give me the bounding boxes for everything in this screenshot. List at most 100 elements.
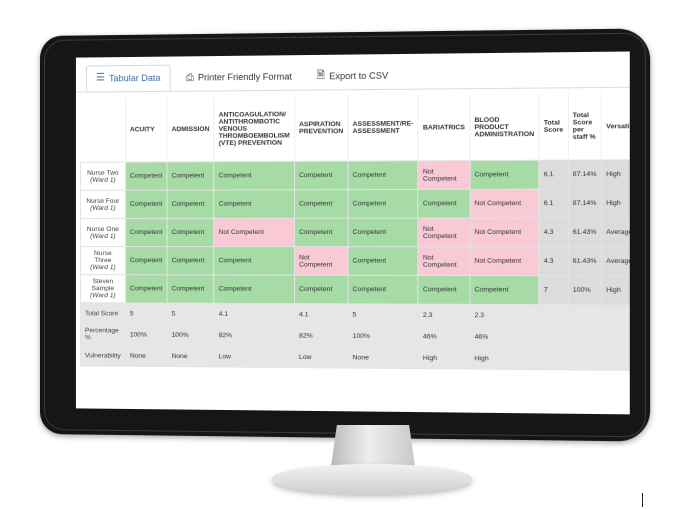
footer-cell: High: [418, 347, 469, 369]
tab-export-csv[interactable]: 🗎 Export to CSV: [307, 62, 397, 89]
footer-cell: 4.1: [214, 303, 294, 325]
column-header: ADMISSION: [167, 97, 214, 162]
file-icon: 🗎: [317, 68, 325, 85]
competency-cell: Competent: [470, 276, 539, 305]
empty-cell: [568, 348, 601, 370]
footer-cell: 4.1: [294, 304, 347, 326]
competency-cell: Competent: [214, 247, 294, 276]
competency-cell: Competent: [348, 275, 418, 304]
text-cursor: [642, 493, 643, 507]
table-row: Nurse One (Ward 1) Competent Competent Not C…: [80, 218, 629, 247]
summary-cell: High: [601, 189, 629, 218]
competency-cell: Competent: [125, 162, 167, 190]
competency-cell: Competent: [214, 161, 294, 190]
staff-ward: (Ward 1): [90, 264, 116, 271]
competency-cell: Competent: [348, 247, 418, 276]
competency-cell: Competent: [167, 218, 214, 246]
competency-cell: Competent: [348, 161, 418, 190]
list-icon: ☰: [96, 72, 105, 83]
summary-cell: Average: [601, 218, 629, 247]
staff-ward: (Ward 1): [90, 204, 116, 211]
footer-cell: 100%: [167, 324, 214, 345]
competency-cell: Not Competent: [470, 247, 539, 276]
summary-cell: 87.14%: [568, 160, 601, 189]
staff-name: Steven Sample: [85, 278, 121, 292]
summary-cell: Average: [601, 247, 629, 276]
column-header: ACUITY: [125, 97, 167, 162]
competency-cell: Competent: [167, 247, 214, 275]
footer-cell: 46%: [470, 326, 539, 348]
empty-cell: [601, 348, 629, 370]
monitor-stand-base: [272, 464, 472, 494]
footer-label: Total Score: [80, 303, 125, 324]
footer-cell: 100%: [125, 324, 167, 345]
staff-name-cell: Nurse Three (Ward 1): [80, 247, 125, 275]
staff-ward: (Ward 1): [90, 232, 116, 239]
empty-cell: [539, 326, 568, 348]
footer-cell: None: [125, 345, 167, 366]
competency-cell: Competent: [418, 275, 469, 304]
column-header: BARIATRICS: [418, 94, 469, 160]
column-header: ASSESSMENT/RE-ASSESSMENT: [348, 95, 418, 161]
corner-header: [80, 97, 125, 162]
footer-cell: None: [348, 347, 418, 369]
competency-cell: Not Competent: [418, 247, 469, 276]
competency-cell: Competent: [294, 218, 347, 247]
footer-cell: 5: [125, 303, 167, 324]
competency-table: ACUITY ADMISSION ANTICOAGULATION/ ANTITH…: [80, 93, 630, 371]
competency-cell: Competent: [167, 190, 214, 218]
competency-cell: Competent: [167, 275, 214, 303]
staff-name-cell: Nurse Two (Ward 1): [80, 162, 125, 190]
footer-label: Percentage %: [80, 324, 125, 345]
empty-cell: [539, 305, 568, 327]
footer-cell: 100%: [348, 325, 418, 347]
printer-icon: ⎙: [186, 72, 194, 83]
summary-cell: High: [601, 276, 629, 305]
column-header: Versatility: [601, 93, 629, 160]
footer-cell: 82%: [214, 324, 294, 346]
footer-cell: 5: [348, 304, 418, 326]
empty-cell: [568, 326, 601, 348]
table-row: Nurse Two (Ward 1) Competent Competent Compe…: [80, 160, 629, 191]
competency-cell: Competent: [125, 190, 167, 218]
competency-cell: Competent: [214, 275, 294, 304]
competency-cell: Competent: [348, 189, 418, 218]
empty-cell: [601, 305, 629, 327]
competency-cell: Not Competent: [418, 218, 469, 247]
empty-cell: [539, 348, 568, 370]
competency-cell: Competent: [418, 189, 469, 218]
empty-cell: [568, 305, 601, 327]
footer-cell: 2.3: [418, 304, 469, 326]
summary-cell: 4.3: [539, 247, 568, 276]
staff-ward: (Ward 1): [90, 176, 116, 183]
summary-cell: 6.1: [539, 160, 568, 189]
tab-tabular-data[interactable]: ☰ Tabular Data: [86, 65, 171, 92]
competency-cell: Not Competent: [418, 161, 469, 190]
staff-name-cell: Steven Sample (Ward 1): [80, 275, 125, 303]
competency-cell: Competent: [167, 162, 214, 190]
table-body: Nurse Two (Ward 1) Competent Competent Compe…: [80, 160, 629, 371]
footer-cell: Low: [214, 346, 294, 368]
competency-cell: Not Competent: [214, 218, 294, 246]
footer-label: Vulnerability: [80, 345, 125, 366]
summary-cell: 61.43%: [568, 218, 601, 247]
footer-cell: 82%: [294, 325, 347, 347]
summary-cell: 6.1: [539, 189, 568, 218]
competency-cell: Competent: [125, 218, 167, 246]
header-row: ACUITY ADMISSION ANTICOAGULATION/ ANTITH…: [80, 93, 629, 162]
column-header: ASPIRATION PREVENTION: [294, 95, 347, 161]
tab-label: Export to CSV: [329, 70, 388, 81]
competency-cell: Competent: [125, 247, 167, 275]
tab-bar: ☰ Tabular Data ⎙ Printer Friendly Format…: [86, 62, 398, 91]
summary-cell: 4.3: [539, 218, 568, 247]
staff-name: Nurse One: [85, 225, 121, 232]
summary-cell: 61.43%: [568, 247, 601, 276]
competency-cell: Not Competent: [470, 218, 539, 247]
summary-cell: High: [601, 160, 629, 189]
staff-ward: (Ward 1): [90, 292, 116, 299]
footer-cell: 2.3: [470, 304, 539, 326]
table-row: Nurse Three (Ward 1) Competent Competent Com…: [80, 247, 629, 276]
screen: ☰ Tabular Data ⎙ Printer Friendly Format…: [76, 51, 630, 414]
staff-name: Nurse Three: [85, 250, 121, 264]
tab-printer-friendly[interactable]: ⎙ Printer Friendly Format: [177, 63, 302, 91]
